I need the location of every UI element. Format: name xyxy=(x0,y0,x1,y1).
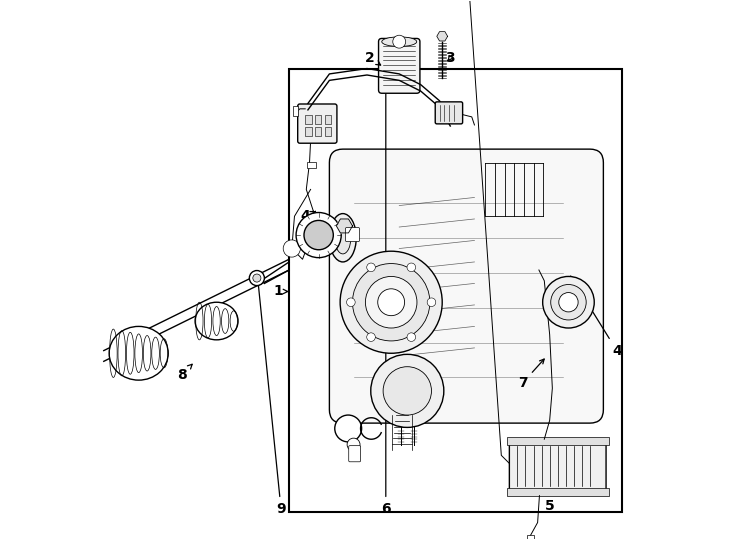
Circle shape xyxy=(542,276,595,328)
Text: 5: 5 xyxy=(545,443,559,514)
Bar xyxy=(305,115,312,124)
Circle shape xyxy=(550,285,586,320)
Ellipse shape xyxy=(252,274,261,282)
FancyBboxPatch shape xyxy=(379,38,420,93)
Circle shape xyxy=(427,298,436,307)
Ellipse shape xyxy=(109,326,168,380)
FancyBboxPatch shape xyxy=(509,439,606,493)
Circle shape xyxy=(296,213,341,258)
Bar xyxy=(289,69,622,512)
Polygon shape xyxy=(336,219,352,233)
Text: 4: 4 xyxy=(570,276,622,357)
FancyBboxPatch shape xyxy=(435,102,462,124)
Circle shape xyxy=(378,289,404,316)
Bar xyxy=(308,162,316,168)
Ellipse shape xyxy=(250,271,264,286)
Bar xyxy=(506,436,608,444)
Circle shape xyxy=(335,415,362,442)
FancyBboxPatch shape xyxy=(298,104,337,143)
Text: 7: 7 xyxy=(518,359,544,390)
Circle shape xyxy=(393,35,406,48)
FancyBboxPatch shape xyxy=(346,227,360,241)
Bar xyxy=(527,535,534,540)
Bar xyxy=(315,127,321,136)
Bar xyxy=(293,106,298,116)
Circle shape xyxy=(283,240,300,257)
Circle shape xyxy=(407,333,415,341)
Bar xyxy=(324,115,331,124)
Text: 2: 2 xyxy=(365,51,381,65)
Circle shape xyxy=(366,276,417,328)
Circle shape xyxy=(352,264,430,341)
Text: 6: 6 xyxy=(381,86,390,516)
Circle shape xyxy=(304,220,333,249)
Bar xyxy=(315,115,321,124)
Circle shape xyxy=(367,263,375,272)
Circle shape xyxy=(371,354,444,427)
Bar xyxy=(324,127,331,136)
Text: 8: 8 xyxy=(177,364,192,382)
Circle shape xyxy=(347,438,360,451)
FancyBboxPatch shape xyxy=(349,446,360,462)
Ellipse shape xyxy=(382,37,417,46)
Circle shape xyxy=(340,251,442,353)
Text: 1: 1 xyxy=(274,285,283,299)
FancyBboxPatch shape xyxy=(330,149,603,423)
Bar xyxy=(305,127,312,136)
Text: 9: 9 xyxy=(255,274,286,516)
Ellipse shape xyxy=(195,302,238,340)
Circle shape xyxy=(383,367,432,415)
Circle shape xyxy=(407,263,415,272)
Circle shape xyxy=(559,293,578,312)
Text: 4: 4 xyxy=(300,210,316,223)
Circle shape xyxy=(346,298,355,307)
Bar xyxy=(506,488,608,496)
Ellipse shape xyxy=(335,221,351,254)
Text: 3: 3 xyxy=(446,51,455,65)
Ellipse shape xyxy=(330,214,356,262)
Polygon shape xyxy=(437,32,448,41)
Circle shape xyxy=(367,333,375,341)
